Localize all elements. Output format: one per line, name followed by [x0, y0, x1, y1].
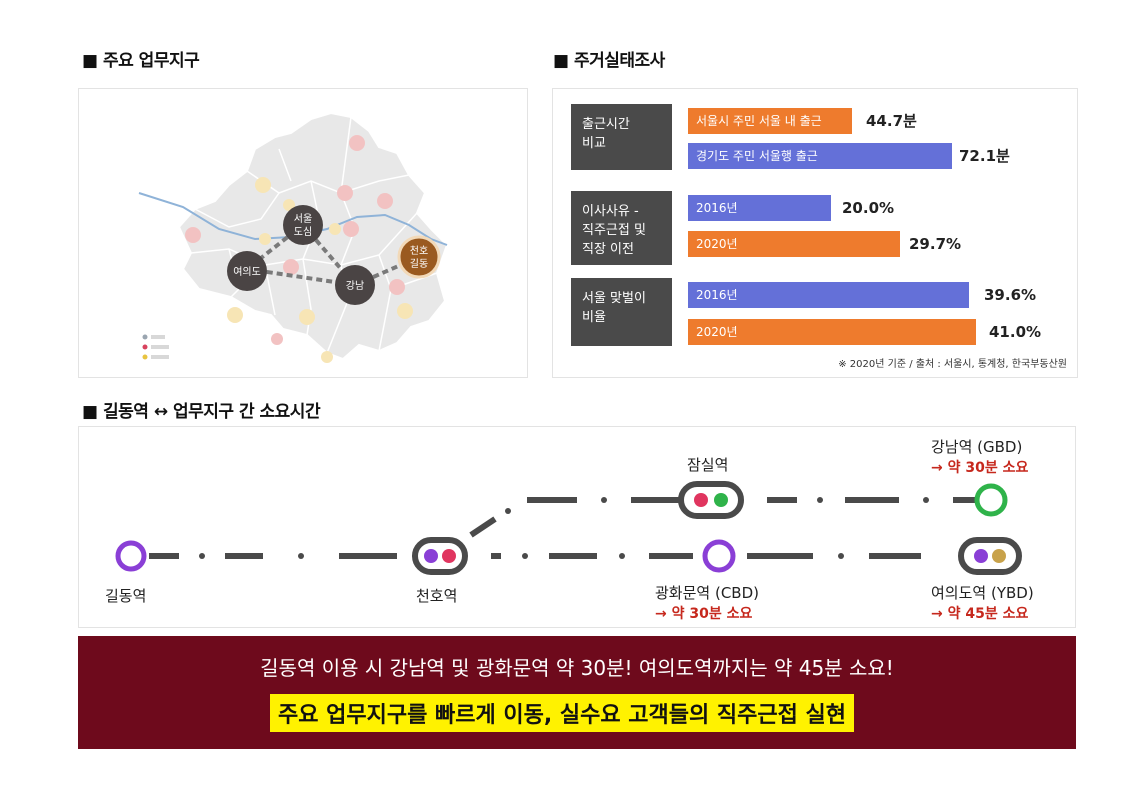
route-section-title: ■ 길동역 ↔ 업무지구 간 소요시간 — [82, 402, 321, 422]
station-yeouido-marker — [958, 537, 1022, 575]
summary-banner: 길동역 이용 시 강남역 및 광화문역 약 30분! 여의도역까지는 약 45분… — [78, 636, 1076, 749]
station-gangnam-label: 강남역 (GBD) — [931, 438, 1023, 456]
svg-text:서울: 서울 — [294, 213, 312, 225]
value-dual-2016: 39.6% — [984, 286, 1037, 304]
travel-time-route-panel: 길동역 천호역 잠실역 광화문역 (CBD) → 약 30분 소요 강남역 (G… — [78, 426, 1076, 628]
route-diagram — [115, 481, 1022, 575]
survey-source-note: ※ 2020년 기준 / 출처 : 서울시, 통계청, 한국부동산원 — [838, 359, 1067, 370]
category-dual-income: 서울 맞벌이 비율 — [571, 278, 672, 346]
bar-seoul-commute: 서울시 주민 서울 내 출근 — [688, 108, 852, 134]
station-cheonho-label: 천호역 — [416, 587, 458, 605]
station-gangnam-marker — [974, 483, 1008, 517]
bar-dual-2020: 2020년 — [688, 319, 976, 345]
hub-gangnam: 강남 — [335, 265, 375, 305]
category-moving-reason: 이사사유 - 직주근접 및 직장 이전 — [571, 191, 672, 265]
hub-seoul-dosim: 서울 도심 — [283, 205, 323, 245]
station-gildong-label: 길동역 — [105, 587, 147, 605]
value-gyeonggi-commute: 72.1분 — [959, 147, 1010, 165]
seoul-map-graphic: 서울 도심 여의도 강남 천호 길동 — [138, 111, 449, 363]
upper-track-dots — [505, 497, 929, 514]
value-dual-2020: 41.0% — [989, 323, 1042, 341]
banner-highlight-text: 주요 업무지구를 빠르게 이동, 실수요 고객들의 직주근접 실현 — [270, 694, 854, 732]
bar-dual-2016: 2016년 — [688, 282, 969, 308]
svg-text:천호: 천호 — [410, 245, 428, 257]
small-district-markers — [185, 135, 413, 363]
svg-text:강남: 강남 — [346, 280, 364, 292]
station-jamsil-label: 잠실역 — [687, 456, 729, 474]
station-gwanghwamun-marker — [702, 539, 736, 573]
category-commute-time: 출근시간 비교 — [571, 104, 672, 170]
hub-yeouido: 여의도 — [227, 251, 267, 291]
svg-text:길동: 길동 — [410, 257, 428, 270]
value-moving-2016: 20.0% — [842, 199, 895, 217]
bar-moving-2020: 2020년 — [688, 231, 900, 257]
value-seoul-commute: 44.7분 — [866, 112, 917, 130]
housing-survey-panel: 출근시간 비교 서울시 주민 서울 내 출근 44.7분 경기도 주민 서울행 … — [552, 88, 1078, 378]
station-gildong-marker — [115, 540, 147, 572]
station-cheonho-marker — [412, 537, 468, 575]
map-legend — [142, 334, 169, 360]
gangnam-travel-time: → 약 30분 소요 — [931, 460, 1029, 476]
hub-cheonho-gildong: 천호 길동 — [397, 235, 441, 279]
value-moving-2020: 29.7% — [909, 235, 962, 253]
yeouido-travel-time: → 약 45분 소요 — [931, 606, 1029, 622]
banner-summary-text: 길동역 이용 시 강남역 및 광화문역 약 30분! 여의도역까지는 약 45분… — [260, 656, 894, 680]
station-jamsil-marker — [678, 481, 744, 519]
station-yeouido-label: 여의도역 (YBD) — [931, 584, 1034, 602]
survey-section-title: ■ 주거실태조사 — [553, 51, 665, 71]
map-section-title: ■ 주요 업무지구 — [82, 51, 200, 71]
svg-text:도심: 도심 — [294, 226, 312, 238]
upper-track — [469, 497, 975, 538]
svg-text:여의도: 여의도 — [233, 266, 261, 278]
han-river — [138, 192, 448, 246]
gwanghwamun-travel-time: → 약 30분 소요 — [655, 606, 753, 622]
business-district-map: 서울 도심 여의도 강남 천호 길동 — [78, 88, 528, 378]
station-gwanghwamun-label: 광화문역 (CBD) — [655, 584, 759, 602]
bar-gyeonggi-commute: 경기도 주민 서울행 출근 — [688, 143, 952, 169]
bar-moving-2016: 2016년 — [688, 195, 831, 221]
